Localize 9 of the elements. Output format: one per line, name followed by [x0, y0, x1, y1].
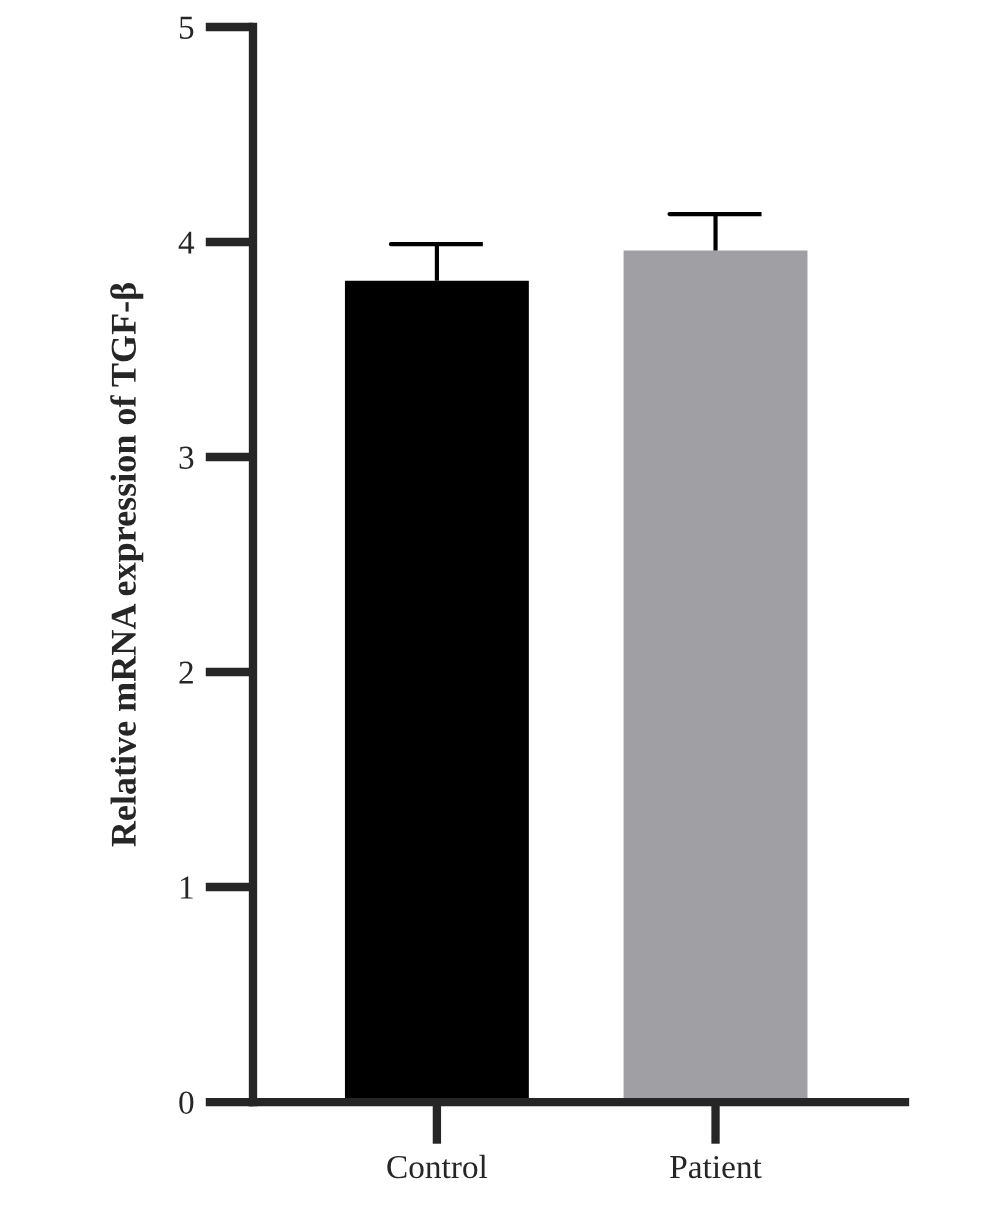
y-axis-title: Relative mRNA expression of TGF-β — [110, 283, 144, 847]
y-tick-label: 0 — [179, 1091, 194, 1114]
y-tick-label: 1 — [180, 876, 193, 899]
y-tick-label: 5 — [179, 16, 194, 39]
x-tick-label: Patient — [670, 1155, 762, 1179]
y-tick-label: 3 — [179, 446, 194, 469]
y-tick-label: 2 — [179, 661, 193, 684]
y-tick-label: 4 — [178, 231, 195, 254]
x-tick-label: Control — [387, 1154, 488, 1179]
